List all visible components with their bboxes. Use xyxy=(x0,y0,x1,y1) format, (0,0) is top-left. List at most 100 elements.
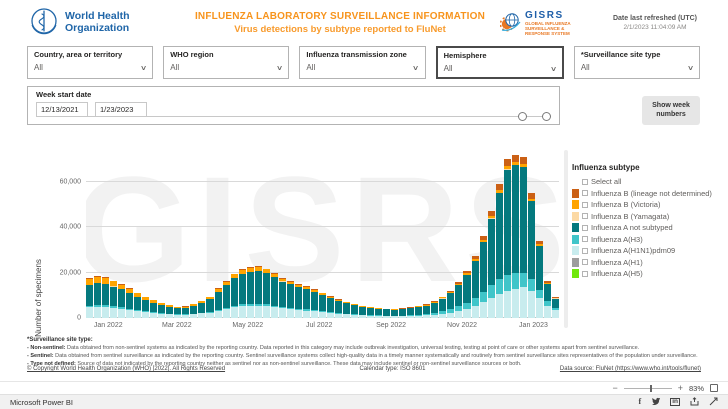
bar-week[interactable] xyxy=(174,148,182,318)
bar-week[interactable] xyxy=(391,148,399,318)
date-range-slider-track[interactable] xyxy=(36,116,551,117)
expand-icon[interactable] xyxy=(709,397,718,408)
bar-week[interactable] xyxy=(150,148,158,318)
bar-week[interactable] xyxy=(367,148,375,318)
bar-week[interactable] xyxy=(158,148,166,318)
date-range-slider-handle-start[interactable] xyxy=(518,112,527,121)
bar-week[interactable] xyxy=(270,148,278,318)
bar-week[interactable] xyxy=(230,148,238,318)
facebook-icon[interactable]: f xyxy=(638,397,642,406)
bar-week[interactable] xyxy=(423,148,431,318)
bar-week[interactable] xyxy=(503,148,511,318)
zoom-in-icon[interactable]: + xyxy=(677,382,683,393)
checkbox-icon[interactable] xyxy=(582,178,588,185)
bar-week[interactable] xyxy=(302,148,310,318)
week-start-input[interactable] xyxy=(36,102,88,117)
chart-scrollbar[interactable] xyxy=(564,150,568,328)
data-source-link[interactable]: Data source: FluNet (https://www.who.int… xyxy=(559,366,701,372)
legend-item-influenza-a-h1n1-pdm09[interactable]: Influenza A(H1N1)pdm09 xyxy=(572,245,722,257)
bar-week[interactable] xyxy=(439,148,447,318)
bar-week[interactable] xyxy=(118,148,126,318)
zoom-slider-thumb[interactable] xyxy=(650,384,653,392)
bar-week[interactable] xyxy=(527,148,535,318)
filter-hemisphere[interactable]: Hemisphere All ∨ xyxy=(435,46,564,79)
legend-item-influenza-a-not-subtyped[interactable]: Influenza A not subtyped xyxy=(572,222,722,234)
bar-week[interactable] xyxy=(134,148,142,318)
bar-week[interactable] xyxy=(94,148,102,318)
bar-week[interactable] xyxy=(262,148,270,318)
bar-week[interactable] xyxy=(126,148,134,318)
bar-week[interactable] xyxy=(415,148,423,318)
legend-item-influenza-a-h3[interactable]: Influenza A(H3) xyxy=(572,234,722,246)
legend-item-influenza-a-h1[interactable]: Influenza A(H1) xyxy=(572,257,722,269)
bar-week[interactable] xyxy=(471,148,479,318)
checkbox-icon[interactable] xyxy=(582,213,588,220)
date-range-slider-handle-end[interactable] xyxy=(542,112,551,121)
bar-week[interactable] xyxy=(102,148,110,318)
bar-week[interactable] xyxy=(86,148,94,318)
bar-week[interactable] xyxy=(487,148,495,318)
bar-week[interactable] xyxy=(543,148,551,318)
bar-week[interactable] xyxy=(479,148,487,318)
checkbox-icon[interactable] xyxy=(582,190,588,197)
bar-week[interactable] xyxy=(246,148,254,318)
bar-week[interactable] xyxy=(294,148,302,318)
bar-week[interactable] xyxy=(310,148,318,318)
bar-week[interactable] xyxy=(198,148,206,318)
bar-week[interactable] xyxy=(182,148,190,318)
show-week-numbers-button[interactable]: Show week numbers xyxy=(642,96,700,125)
legend-item-influenza-b-lineage-not-determined[interactable]: Influenza B (lineage not determined) xyxy=(572,188,722,200)
bar-week[interactable] xyxy=(535,148,543,318)
chevron-down-icon[interactable]: ∨ xyxy=(549,65,557,73)
bar-week[interactable] xyxy=(318,148,326,318)
bar-week[interactable] xyxy=(343,148,351,318)
bar-week[interactable] xyxy=(551,148,559,318)
filter-country-area-or-territory[interactable]: Country, area or territory All ∨ xyxy=(27,46,154,79)
legend-item-influenza-a-h5[interactable]: Influenza A(H5) xyxy=(572,268,722,280)
zoom-out-icon[interactable]: − xyxy=(612,382,618,393)
bar-week[interactable] xyxy=(383,148,391,318)
bar-week[interactable] xyxy=(447,148,455,318)
zoom-slider[interactable] xyxy=(623,384,672,392)
bar-week[interactable] xyxy=(326,148,334,318)
bar-week[interactable] xyxy=(463,148,471,318)
bar-week[interactable] xyxy=(495,148,503,318)
bar-week[interactable] xyxy=(455,148,463,318)
checkbox-icon[interactable] xyxy=(582,201,588,208)
bar-week[interactable] xyxy=(142,148,150,318)
bar-week[interactable] xyxy=(519,148,527,318)
bar-week[interactable] xyxy=(206,148,214,318)
filter-surveillance-site-type[interactable]: *Surveillance site type All ∨ xyxy=(573,46,701,79)
bar-week[interactable] xyxy=(399,148,407,318)
twitter-icon[interactable] xyxy=(651,397,661,407)
bar-week[interactable] xyxy=(222,148,230,318)
chevron-down-icon[interactable]: ∨ xyxy=(686,64,695,72)
checkbox-icon[interactable] xyxy=(582,270,588,277)
filter-influenza-transmission-zone[interactable]: Influenza transmission zone All ∨ xyxy=(299,46,426,79)
bar-week[interactable] xyxy=(375,148,383,318)
checkbox-icon[interactable] xyxy=(582,236,588,243)
bar-week[interactable] xyxy=(286,148,294,318)
share-icon[interactable] xyxy=(690,396,699,408)
checkbox-icon[interactable] xyxy=(582,259,588,266)
filter-who-region[interactable]: WHO region All ∨ xyxy=(163,46,290,79)
bar-week[interactable] xyxy=(166,148,174,318)
bar-week[interactable] xyxy=(511,148,519,318)
copyright-link[interactable]: © Copyright World Health Organization (W… xyxy=(27,366,226,372)
bar-week[interactable] xyxy=(431,148,439,318)
bar-week[interactable] xyxy=(359,148,367,318)
bar-week[interactable] xyxy=(214,148,222,318)
chevron-down-icon[interactable]: ∨ xyxy=(140,64,148,72)
linkedin-icon[interactable]: in xyxy=(670,397,680,407)
chevron-down-icon[interactable]: ∨ xyxy=(412,64,420,72)
legend-item-influenza-b-victoria[interactable]: Influenza B (Victoria) xyxy=(572,199,722,211)
legend-item-select-all[interactable]: Select all xyxy=(572,176,722,188)
bar-week[interactable] xyxy=(351,148,359,318)
bar-week[interactable] xyxy=(190,148,198,318)
checkbox-icon[interactable] xyxy=(582,247,588,254)
bar-week[interactable] xyxy=(254,148,262,318)
fit-to-page-icon[interactable] xyxy=(710,384,718,392)
legend-item-influenza-b-yamagata[interactable]: Influenza B (Yamagata) xyxy=(572,211,722,223)
bar-week[interactable] xyxy=(334,148,342,318)
bar-week[interactable] xyxy=(278,148,286,318)
